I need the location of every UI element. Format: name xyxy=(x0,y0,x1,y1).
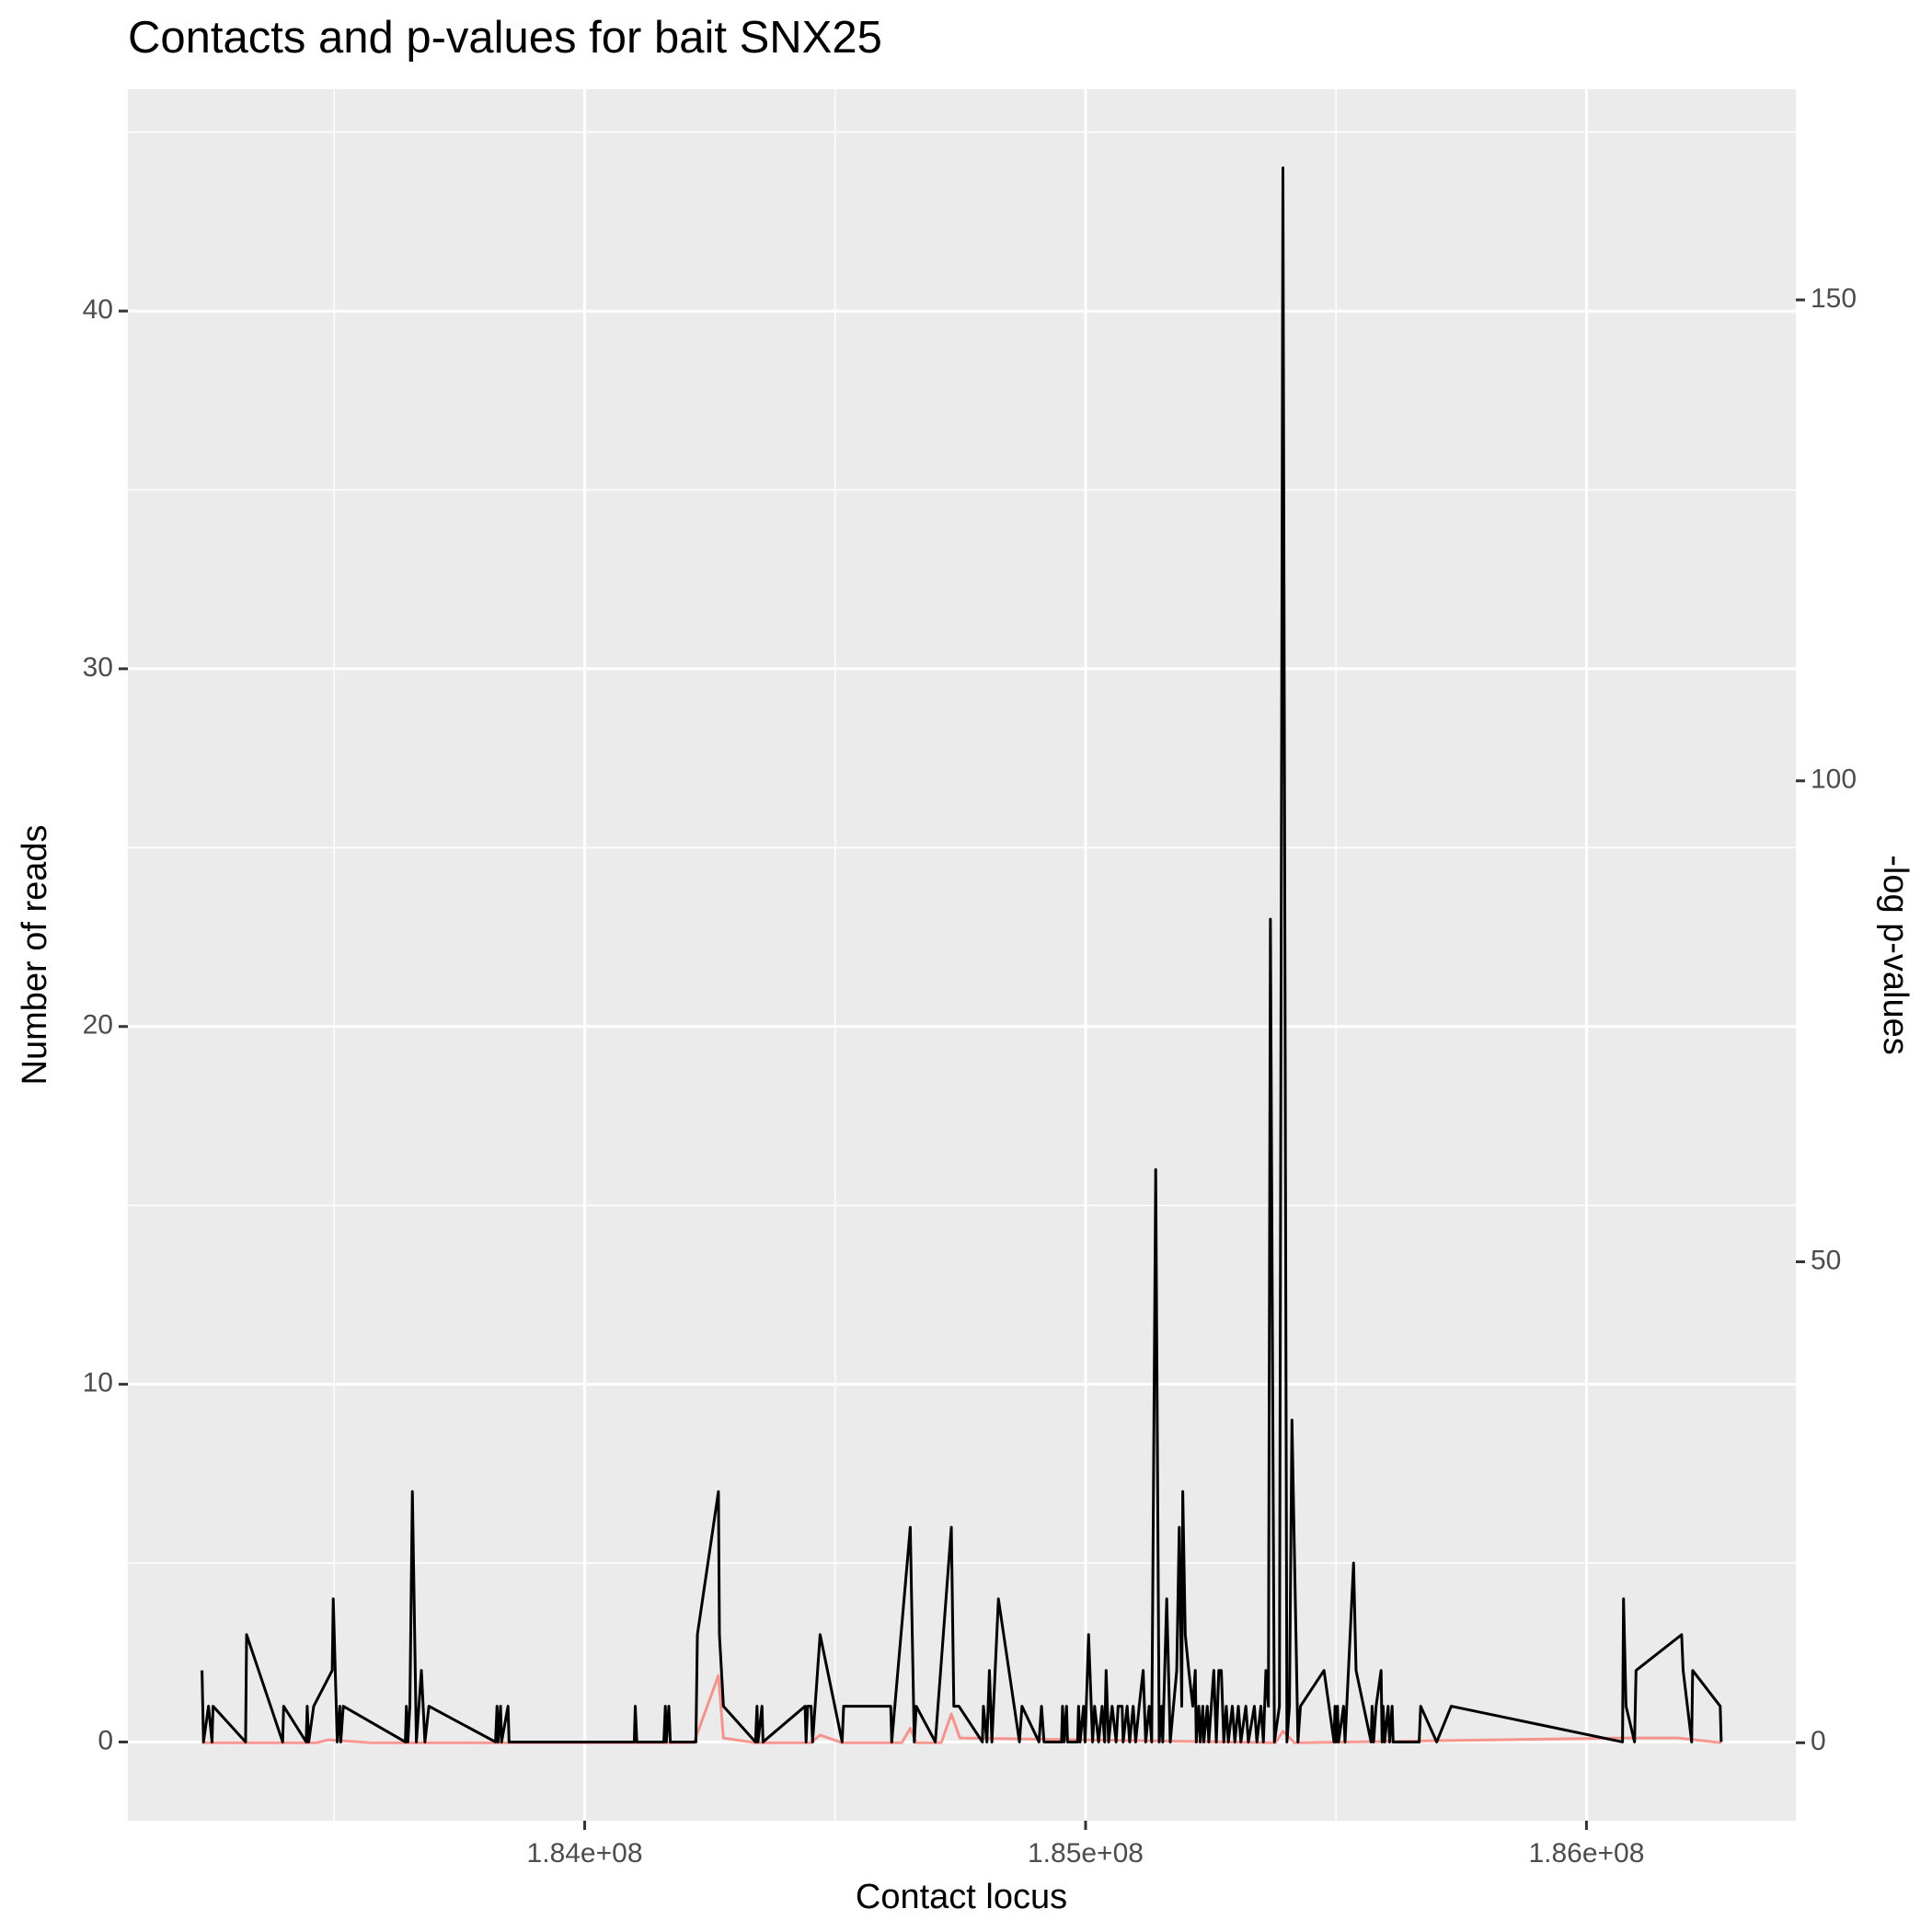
axes: 0 10 20 30 40 1.84e+08 1.85e+08 1.86e+08 0 50 100 1… xyxy=(83,283,1857,1869)
y2-axis-title: -log p-values xyxy=(1876,855,1915,1055)
y2-tick-label: 100 xyxy=(1811,765,1857,795)
chart-title: Contacts and p-values for bait SNX25 xyxy=(128,13,882,63)
y-tick-label: 30 xyxy=(83,652,113,683)
x-tick-label: 1.85e+08 xyxy=(1028,1838,1144,1869)
y2-tick-label: 50 xyxy=(1811,1245,1841,1275)
x-tick-label: 1.86e+08 xyxy=(1528,1838,1644,1869)
y-tick-label: 0 xyxy=(98,1725,113,1755)
grid xyxy=(128,89,1796,1821)
marks xyxy=(201,167,1723,1744)
plot-panel xyxy=(128,89,1796,1821)
y-tick-label: 40 xyxy=(83,294,113,325)
x-axis-title: Contact locus xyxy=(856,1878,1067,1916)
y-tick-label: 20 xyxy=(83,1010,113,1041)
y-axis-title: Number of reads xyxy=(16,824,54,1085)
series-line xyxy=(201,167,1723,1743)
y2-tick-label: 150 xyxy=(1811,283,1857,314)
y-tick-label: 10 xyxy=(83,1368,113,1398)
y2-tick-label: 0 xyxy=(1811,1726,1826,1756)
x-tick-label: 1.84e+08 xyxy=(527,1838,643,1869)
